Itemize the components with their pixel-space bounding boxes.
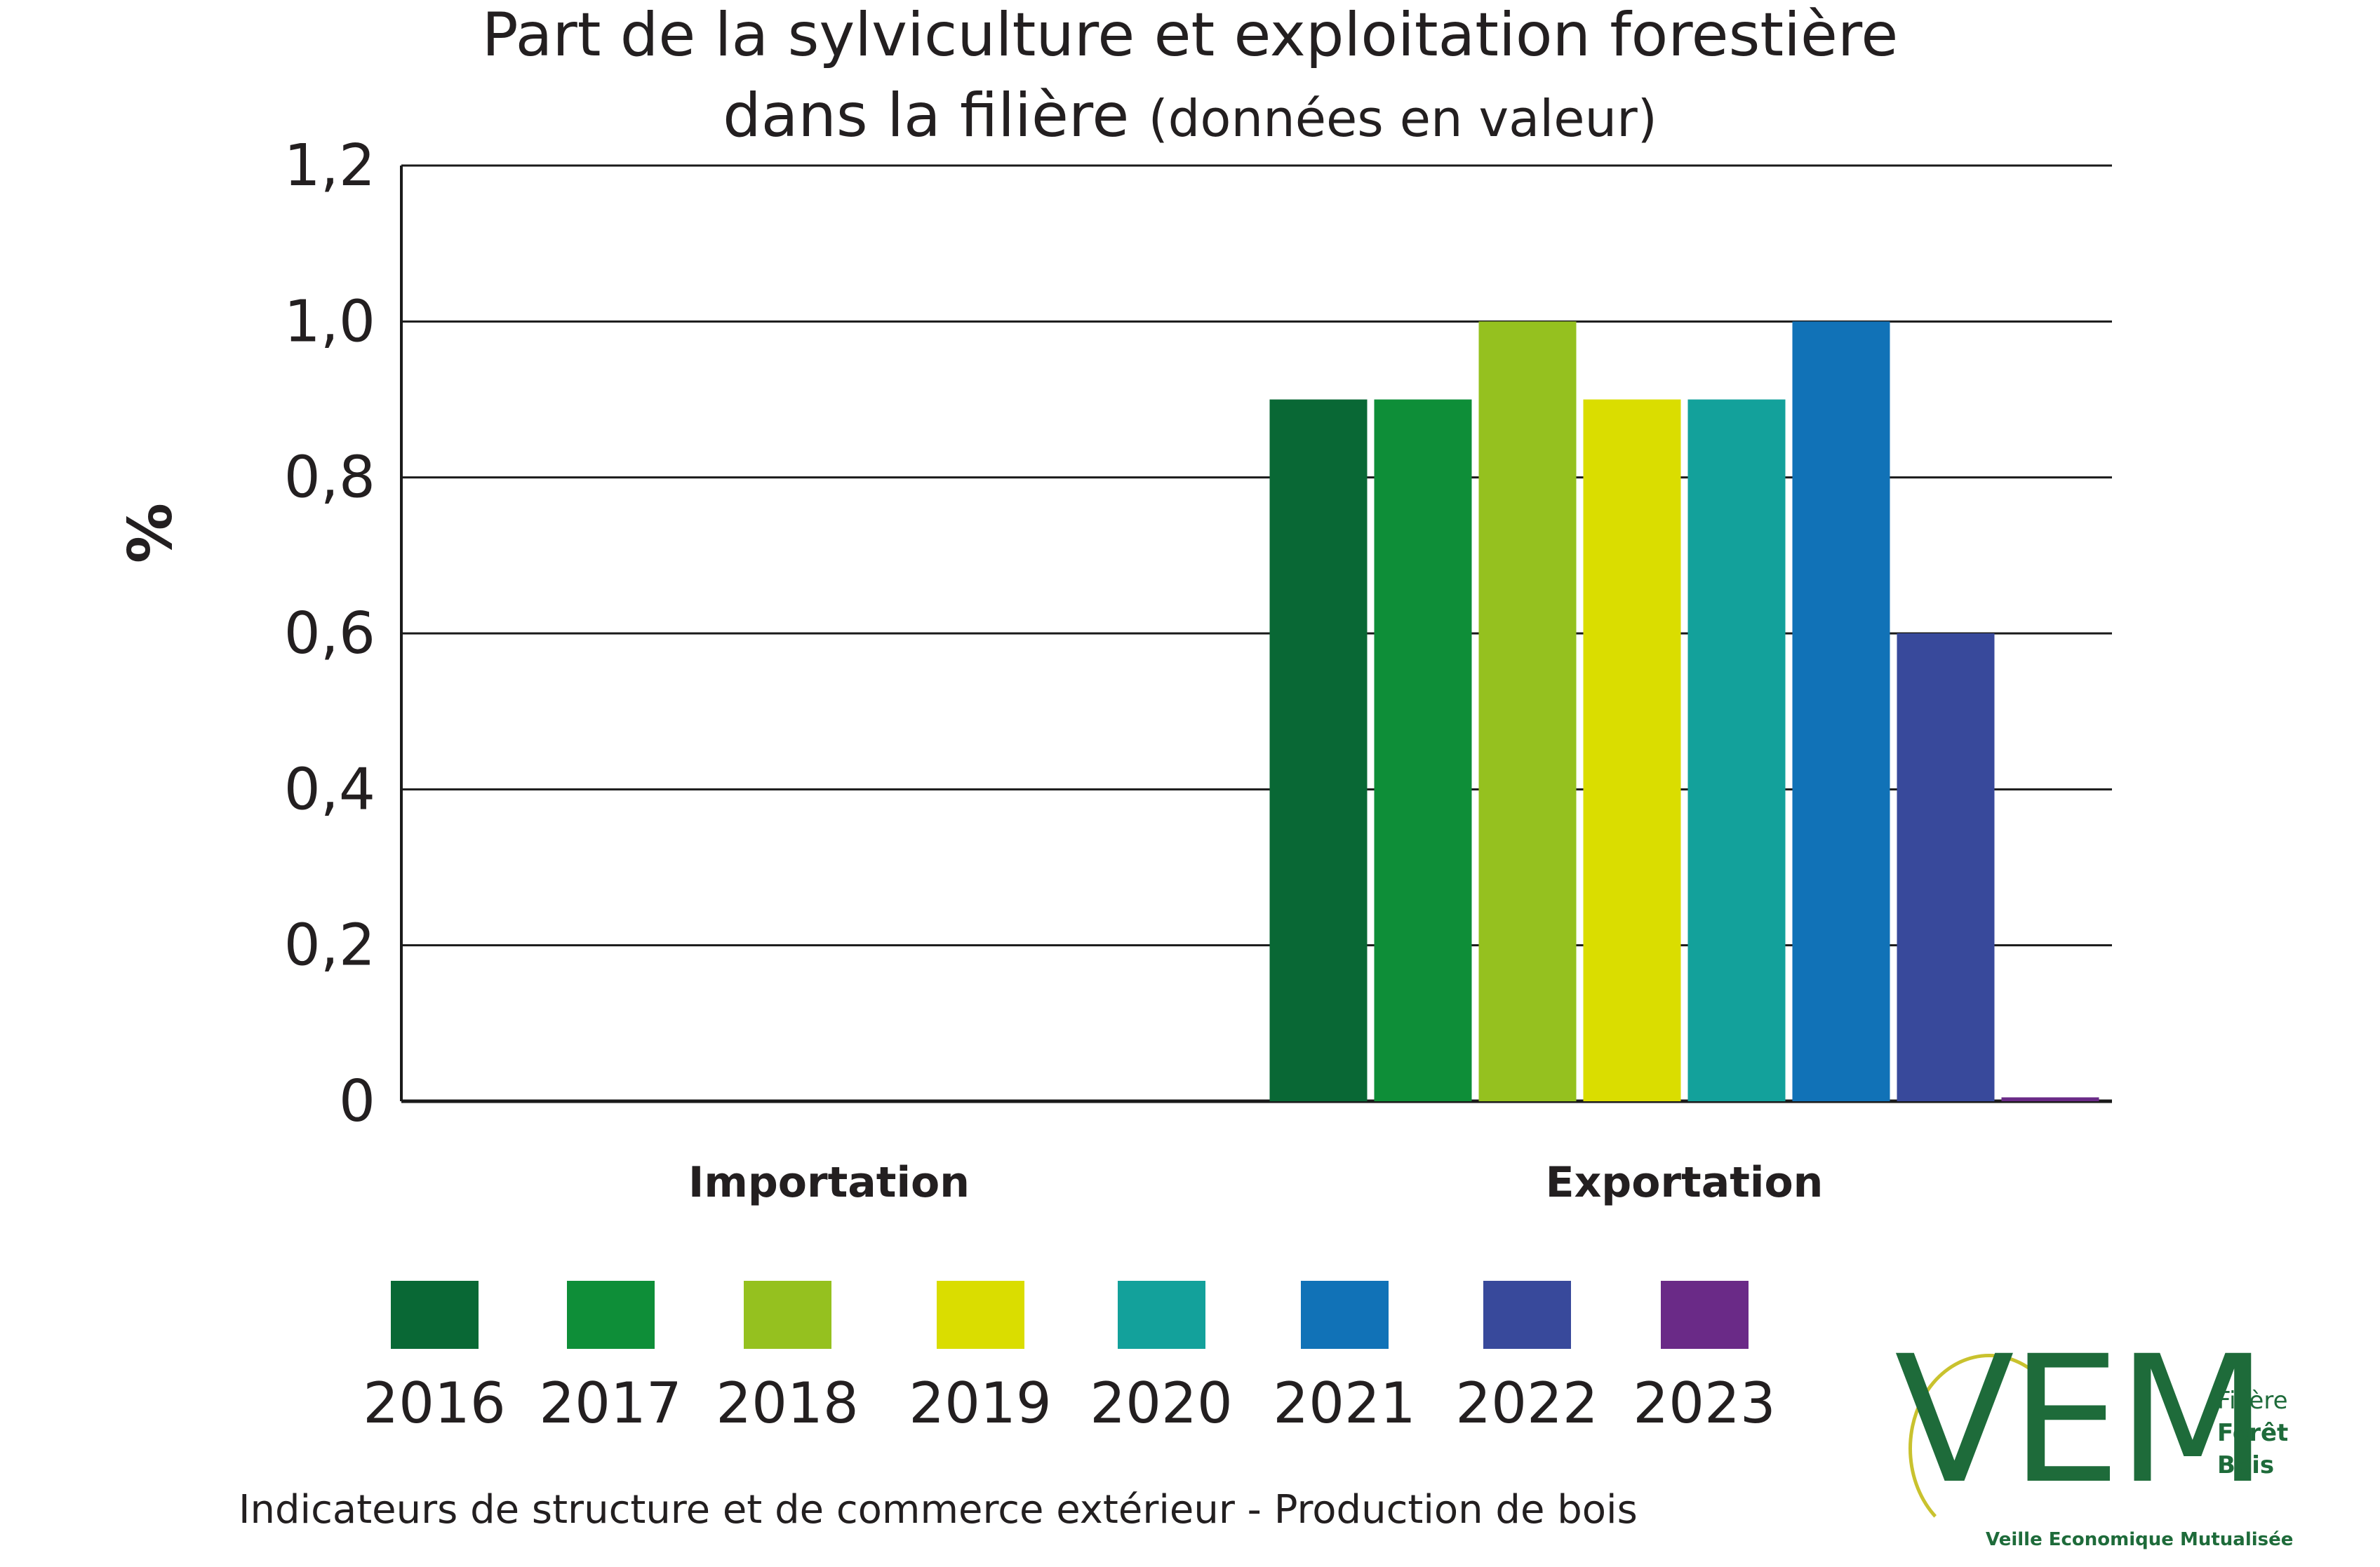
x-tick-label-0: Importation [688,1158,970,1207]
footer-caption: Indicateurs de structure et de commerce … [239,1487,1638,1533]
legend-swatch-2019 [937,1281,1024,1349]
y-tick-label-2: 0,4 [284,756,375,823]
logo-tagline: Veille Economique Mutualisée [1986,1529,2294,1550]
y-tick-label-5: 1,0 [284,288,375,355]
x-tick-label-1: Exportation [1546,1158,1824,1207]
legend-label-2021: 2021 [1273,1371,1416,1436]
legend-swatch-2016 [391,1281,479,1349]
logo-mark: VEM [1894,1318,2268,1522]
chart-title-main: Part de la sylviculture et exploitation … [481,0,1899,70]
bar-exportation-2020 [1687,399,1786,1101]
vem-logo: VEM Filière Forêt Bois Veille Economique… [1880,1333,2315,1557]
bar-exportation-2021 [1792,321,1890,1101]
bar-exportation-2018 [1478,321,1577,1101]
legend-swatch-2017 [567,1281,655,1349]
legend-label-2019: 2019 [909,1371,1052,1436]
logo-line2: Forêt [2217,1418,2289,1447]
chart-title-subtitle: (données en valeur) [1148,89,1657,148]
bar-exportation-2023 [2001,1097,2099,1101]
logo-line3: Bois [2217,1451,2275,1479]
bar-exportation-2016 [1269,399,1368,1101]
y-tick-label-0: 0 [339,1068,375,1135]
y-tick-label-1: 0,2 [284,913,375,979]
chart-title-line2: dans la filière (données en valeur) [0,81,2380,151]
legend-label-2017: 2017 [539,1371,682,1436]
legend-swatch-2023 [1661,1281,1749,1349]
legend-label-2018: 2018 [716,1371,859,1436]
y-tick-label-3: 0,6 [284,600,375,667]
legend-label-2022: 2022 [1455,1371,1598,1436]
bar-exportation-2022 [1897,633,1995,1101]
legend-swatch-2018 [744,1281,831,1349]
y-tick-label-6: 1,2 [284,133,375,199]
bar-exportation-2019 [1583,399,1681,1101]
legend-swatch-2020 [1118,1281,1205,1349]
bar-exportation-2017 [1374,399,1472,1101]
legend-swatch-2022 [1483,1281,1571,1349]
logo-line1: Filière [2217,1387,2288,1415]
legend-swatch-2021 [1301,1281,1389,1349]
logo-arc-decoration [1908,1354,2070,1543]
legend-label-2020: 2020 [1090,1371,1233,1436]
legend-label-2023: 2023 [1633,1371,1776,1436]
y-tick-label-4: 0,8 [284,445,375,511]
legend-label-2016: 2016 [363,1371,506,1436]
logo-side-text: Filière Forêt Bois [2217,1385,2288,1482]
chart-title-line2-main: dans la filière [723,81,1130,151]
chart-title-line1: Part de la sylviculture et exploitation … [0,0,2380,70]
